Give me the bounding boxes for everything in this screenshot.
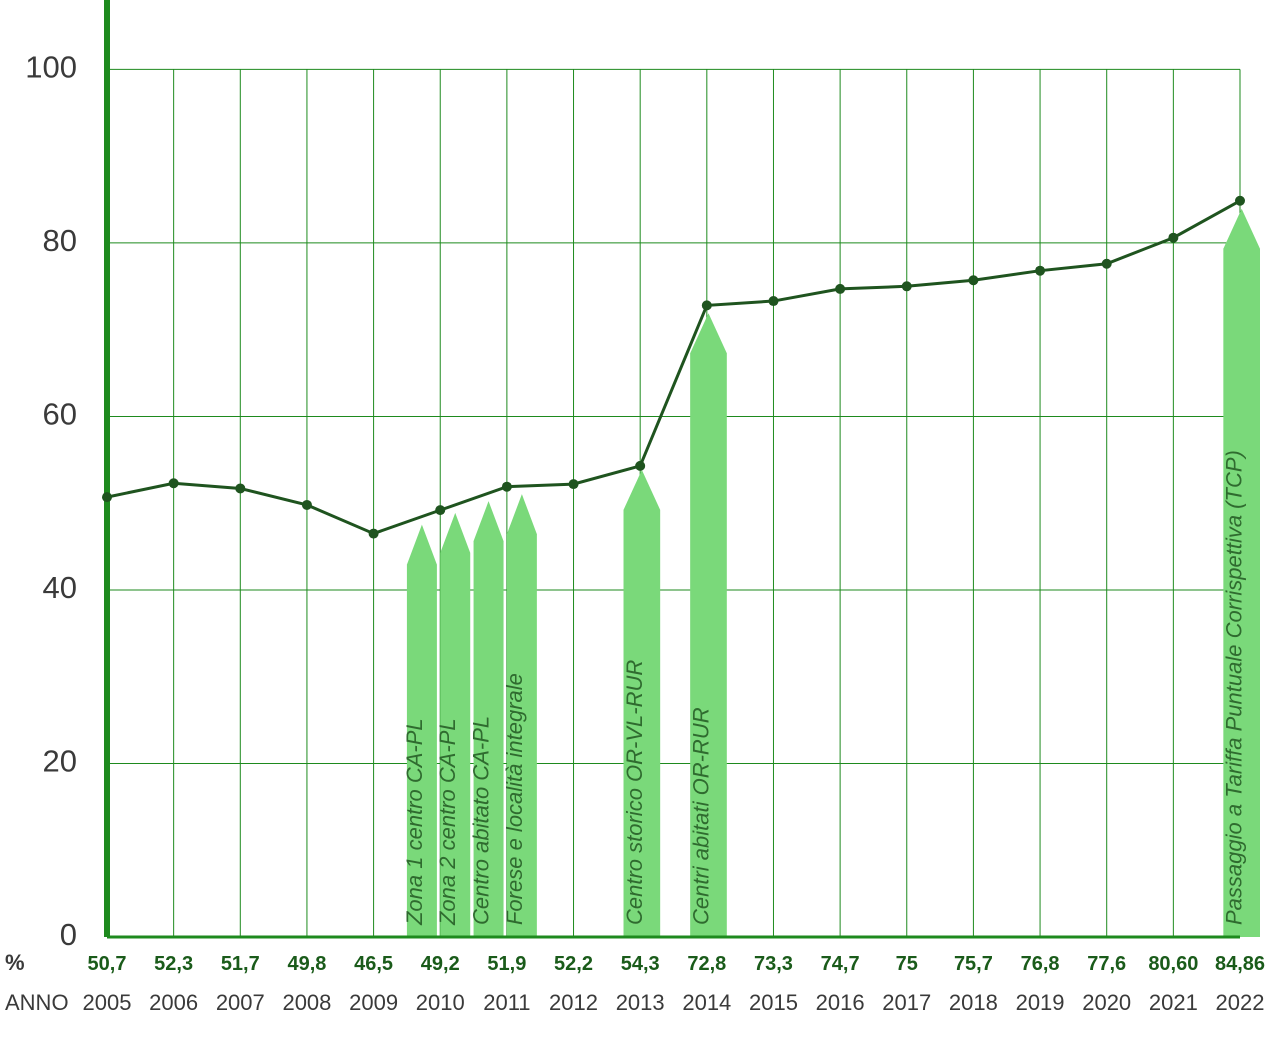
year-value: 2010 [416,990,465,1015]
annotation-label: Zona 2 centro CA-PL [435,718,460,926]
percent-row-label: % [5,950,25,975]
year-value: 2007 [216,990,265,1015]
data-marker [635,461,645,471]
year-value: 2012 [549,990,598,1015]
annotation-label: Forese e località integrale [502,673,527,925]
data-marker [768,296,778,306]
annotation-label: Centro storico OR-VL-RUR [622,660,647,925]
y-tick-label: 20 [43,744,77,779]
year-value: 2008 [282,990,331,1015]
year-value: 2019 [1016,990,1065,1015]
percent-value: 54,3 [621,953,660,975]
percent-value: 77,6 [1087,953,1126,975]
data-marker [169,478,179,488]
y-tick-label: 100 [25,50,77,85]
y-tick-label: 80 [43,223,77,258]
year-value: 2014 [682,990,731,1015]
annotation-label: Centri abitati OR-RUR [688,707,713,925]
percent-value: 74,7 [821,953,860,975]
year-value: 2011 [483,990,530,1015]
percent-value: 52,3 [154,953,193,975]
year-value: 2021 [1149,990,1198,1015]
y-tick-label: 0 [60,917,77,952]
chart-container: 0 20 40 60 80 100 Zona 1 centro CA-PL Zona 2 ce… [0,0,1281,1038]
data-marker [102,492,112,502]
year-value: 2006 [149,990,198,1015]
year-value: 2017 [882,990,931,1015]
data-marker [502,482,512,492]
percent-value: 72,8 [687,953,726,975]
year-value: 2022 [1216,990,1265,1015]
chart-svg: 0 20 40 60 80 100 Zona 1 centro CA-PL Zona 2 ce… [0,0,1281,1038]
data-marker [835,284,845,294]
annotation-label: Passaggio a Tariffa Puntuale Corrispetti… [1222,450,1247,925]
year-value: 2020 [1082,990,1131,1015]
data-marker [968,275,978,285]
year-value: 2015 [749,990,798,1015]
percent-value: 49,2 [421,953,460,975]
percent-value: 76,8 [1021,953,1060,975]
percent-value: 73,3 [754,953,793,975]
year-value: 2009 [349,990,398,1015]
data-marker [1102,259,1112,269]
year-value: 2005 [83,990,132,1015]
percent-value: 46,5 [354,953,393,975]
annotation-label: Zona 1 centro CA-PL [402,718,427,926]
year-value: 2013 [616,990,665,1015]
percent-value: 51,9 [487,953,526,975]
percent-value: 51,7 [221,953,260,975]
y-tick-label: 60 [43,397,77,432]
data-marker [702,300,712,310]
percent-value: 52,2 [554,953,593,975]
data-marker [902,281,912,291]
data-marker [302,500,312,510]
year-row-label: ANNO [5,990,69,1015]
year-value: 2016 [816,990,865,1015]
data-marker [369,529,379,539]
annotation-label: Centro abitato CA-PL [469,716,494,925]
percent-value: 75 [896,953,918,975]
percent-value: 49,8 [287,953,326,975]
percent-value: 50,7 [88,953,127,975]
data-marker [1035,266,1045,276]
data-marker [235,483,245,493]
data-marker [1168,233,1178,243]
y-tick-label: 40 [43,570,77,605]
data-marker [569,479,579,489]
year-value: 2018 [949,990,998,1015]
percent-value: 84,86 [1215,953,1265,975]
percent-value: 75,7 [954,953,993,975]
data-marker [435,505,445,515]
percent-value: 80,60 [1148,953,1198,975]
data-marker [1235,196,1245,206]
